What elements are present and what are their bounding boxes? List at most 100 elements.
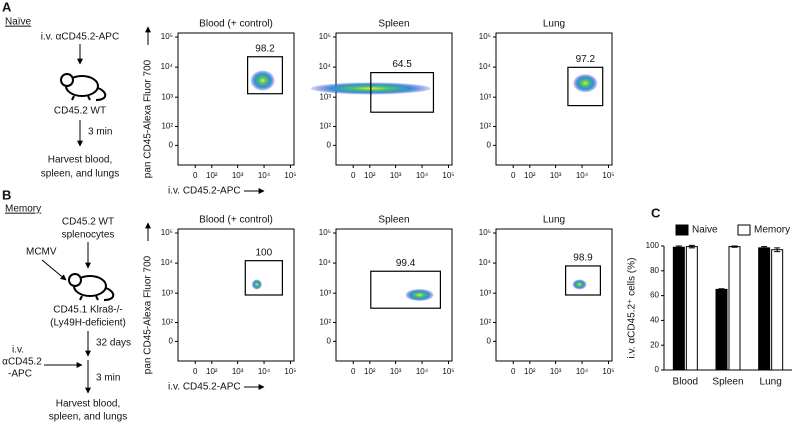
- injection: i.v.: [12, 345, 24, 356]
- arrow: [41, 259, 67, 281]
- heading: Naïve: [5, 17, 32, 28]
- x-tick-label: 10²: [364, 171, 376, 180]
- plot-title: Lung: [543, 215, 565, 226]
- gate: [564, 265, 601, 296]
- y-tick-label: 10⁴: [319, 258, 332, 267]
- x-tick-label: 0: [351, 171, 356, 180]
- plot-title: Spleen: [378, 215, 409, 226]
- x-tick-label: 10⁴: [258, 171, 271, 180]
- x-tick-label: 10³: [390, 367, 402, 376]
- y-axis-label: pan CD45-Alexa Fluor 700: [143, 59, 154, 178]
- x-tick-label: 10³: [232, 171, 244, 180]
- x-tick-label: 10⁵: [442, 367, 454, 376]
- legend-swatch: [737, 224, 751, 236]
- event-density: [573, 74, 598, 93]
- injection: -APC: [8, 369, 32, 380]
- x-tick-label: 0: [351, 367, 356, 376]
- time: 3 min: [88, 127, 112, 138]
- y-tick-label: 10⁵: [161, 32, 173, 41]
- harvest: Harvest blood,: [48, 155, 112, 166]
- x-tick-label: 0: [511, 367, 516, 376]
- x-tick-label: 10³: [550, 367, 562, 376]
- donor: splenocytes: [62, 230, 115, 241]
- x-tick-label: 10²: [206, 171, 218, 180]
- y-tick-label: 0: [169, 337, 174, 346]
- x-tick-label: 10⁴: [416, 367, 429, 376]
- y-tick-label: 10⁵: [319, 228, 331, 237]
- y-tick-label: 10³: [479, 92, 491, 101]
- x-tick-label: 0: [193, 171, 198, 180]
- x-tick-label: 10⁵: [284, 367, 296, 376]
- y-axis-label: pan CD45-Alexa Fluor 700: [143, 255, 154, 374]
- gate-percent: 64.5: [392, 59, 412, 70]
- gate-percent: 97.2: [576, 54, 596, 65]
- bar: [715, 288, 728, 371]
- y-axis-label: i.v. αCD45.2⁺ cells (%): [627, 258, 638, 359]
- y-tick-label: 10²: [319, 318, 331, 327]
- y-tick-label: 0: [327, 337, 332, 346]
- gate-percent: 100: [255, 247, 272, 258]
- y-tick-label: 60: [650, 291, 659, 300]
- injection: αCD45.2: [2, 357, 42, 368]
- plot-title: Spleen: [378, 19, 409, 30]
- y-tick-label: 10⁴: [479, 62, 492, 71]
- gate-percent: 99.4: [396, 258, 416, 269]
- x-tick-label: Blood: [673, 377, 699, 388]
- y-tick-label: 0: [487, 141, 492, 150]
- bar: [672, 246, 685, 371]
- x-tick-label: 10³: [232, 367, 244, 376]
- heading: Memory: [5, 204, 41, 215]
- y-tick-label: 10⁴: [319, 62, 332, 71]
- x-tick-label: 10⁵: [602, 171, 614, 180]
- plot-frame: [177, 228, 295, 362]
- y-tick-label: 10³: [161, 288, 173, 297]
- x-axis-label: i.v. CD45.2-APC: [168, 186, 241, 197]
- y-tick-label: 100: [646, 241, 660, 250]
- harvest: spleen, and lungs: [41, 169, 119, 180]
- y-tick-label: 10²: [479, 318, 491, 327]
- gate-percent: 98.9: [573, 253, 593, 264]
- gate-percent: 98.2: [255, 43, 275, 54]
- y-tick-label: 10³: [479, 288, 491, 297]
- gate: [244, 260, 283, 296]
- y-tick-label: 0: [487, 337, 492, 346]
- y-tick-label: 10³: [319, 92, 331, 101]
- x-tick-label: 10³: [390, 171, 402, 180]
- event-density: [405, 289, 434, 301]
- plot-title: Blood (+ control): [199, 215, 273, 226]
- x-tick-label: 10⁴: [416, 171, 429, 180]
- y-tick-label: 10⁴: [161, 62, 174, 71]
- recipient: CD45.1 Klra8-/-: [53, 305, 122, 316]
- error-bar: [718, 288, 725, 291]
- x-tick-label: 10²: [524, 367, 536, 376]
- infection: MCMV: [26, 247, 57, 258]
- mouse-label: CD45.2 WT: [54, 106, 106, 117]
- y-tick-label: 10⁵: [479, 228, 491, 237]
- y-tick-label: 20: [650, 340, 659, 349]
- y-tick-label: 0: [655, 365, 660, 374]
- x-tick-label: 0: [193, 367, 198, 376]
- x-tick-label: 10⁴: [258, 367, 271, 376]
- y-tick-label: 10⁵: [319, 32, 331, 41]
- harvest: Harvest blood,: [56, 399, 120, 410]
- harvest: spleen, and lungs: [49, 412, 127, 423]
- y-tick-label: 40: [650, 316, 659, 325]
- gate: [370, 71, 435, 113]
- y-tick-label: 10³: [161, 92, 173, 101]
- plot-frame: [335, 32, 453, 166]
- y-tick-label: 10²: [161, 318, 173, 327]
- plot-title: Blood (+ control): [199, 19, 273, 30]
- x-tick-label: 10⁵: [442, 171, 454, 180]
- x-tick-label: 10²: [206, 367, 218, 376]
- event-density: [251, 279, 262, 290]
- error-bar: [774, 247, 781, 253]
- panel-label: B: [2, 187, 11, 202]
- bar: [758, 247, 771, 371]
- injection: i.v. αCD45.2-APC: [41, 32, 119, 43]
- legend-swatch: [675, 224, 689, 236]
- error-bar: [688, 244, 695, 249]
- y-tick-label: 0: [169, 141, 174, 150]
- x-tick-label: 10³: [550, 171, 562, 180]
- bar: [771, 249, 784, 371]
- x-tick-label: 10⁴: [576, 171, 589, 180]
